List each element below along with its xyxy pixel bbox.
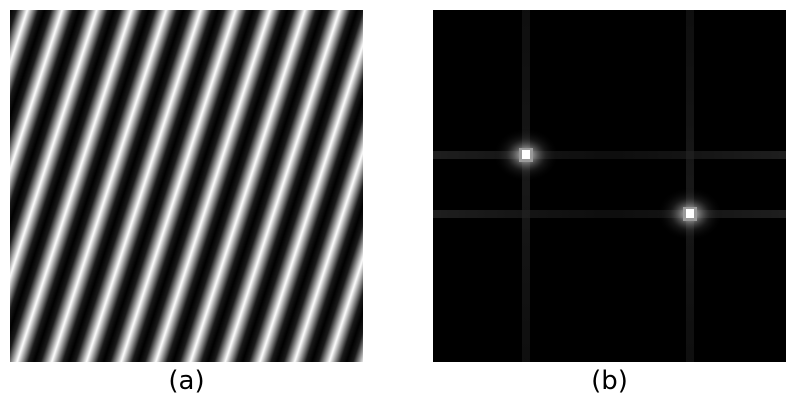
spectrum-image bbox=[433, 10, 786, 362]
grating-stripes bbox=[10, 10, 363, 362]
grating-svg bbox=[10, 10, 363, 362]
leakage-horizontal-1 bbox=[433, 151, 786, 159]
spectrum-svg bbox=[433, 10, 786, 362]
leakage-horizontal-2 bbox=[433, 210, 786, 218]
grating-image bbox=[10, 10, 363, 362]
caption-b: (b) bbox=[591, 366, 628, 396]
leakage-vertical-2 bbox=[686, 10, 694, 362]
spectral-peak-1 bbox=[522, 150, 530, 159]
leakage-vertical-1 bbox=[522, 10, 530, 362]
spectral-peak-2 bbox=[686, 209, 694, 218]
caption-a: (a) bbox=[168, 366, 205, 396]
